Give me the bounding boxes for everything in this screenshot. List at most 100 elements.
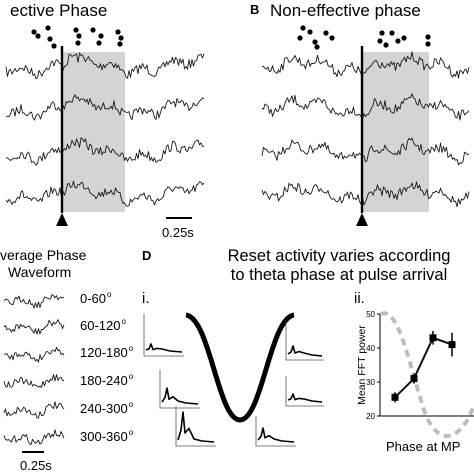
panel-b-letter: B [250,2,259,17]
panel-a-spike-dot [47,36,53,42]
panel-d-sub-ii: ii. [354,290,365,307]
panel-a-traces [5,52,205,207]
y-axis-label: Mean FFT power [356,325,368,405]
spectrum-inset [143,314,184,357]
spectrum-trace [287,393,323,403]
panel-d-title-line1: Reset activity varies according [228,247,451,265]
spectrum-inset [255,416,296,447]
data-point [410,375,418,383]
panel-a-spike-dot [96,40,102,46]
panel-c-waveforms [3,294,65,446]
panel-a-trace [5,52,205,80]
degree-symbol: o [107,290,112,299]
panel-a-trace [5,137,205,166]
panel-b-spike-dot [323,30,329,36]
inset-axes [159,370,200,409]
panel-a-spike-dot [35,33,41,39]
panel-c-waveform [3,429,65,446]
inset-axes [285,320,324,361]
inset-axes [285,376,324,407]
panel-a: ective Phase 0.25s [5,1,205,240]
panel-a-spike-dot [73,27,79,33]
panel-b-trace [261,51,470,79]
spectrum-inset [285,320,324,361]
spectrum-inset [285,376,324,407]
phase-bin-label: 180-240 [80,373,128,388]
panel-b-spike-dot [312,39,318,45]
panel-b-traces [261,51,470,208]
spectrum-inset [159,370,200,409]
y-tick-label: 30 [366,378,375,387]
inset-axes [175,406,216,447]
fft-power-chart: 20 30 40 50 Mean FFT power Phase at MP [356,310,474,454]
y-ticks: 20 30 40 50 [366,310,380,421]
spectrum-trace [177,411,215,443]
panel-a-spike-dot [117,41,123,47]
panel-b-title: Non-effective phase [270,1,421,20]
panel-b-spike-dot [389,30,395,36]
phase-bin-label: 240-300 [80,401,128,416]
theta-cycle-wave [185,312,295,423]
y-tick-label: 40 [366,344,375,353]
panel-c-title-line1: verage Phase [0,247,87,263]
panel-b-spike-dot [314,44,320,50]
panel-d: D Reset activity varies according to the… [142,247,474,454]
inset-axes [143,314,184,357]
panel-d-sub-i: i. [142,290,150,307]
panel-c-waveform [3,319,65,335]
degree-symbol: o [129,372,134,381]
data-point [429,334,437,342]
spectrum-trace [161,387,199,405]
degree-symbol: o [129,428,134,437]
panel-a-spike-dot [90,27,96,33]
panel-b-trace [261,137,470,166]
degree-symbol: o [129,400,134,409]
y-tick-label: 20 [366,412,375,421]
inset-axes [255,416,296,447]
panel-c-scale-label: 0.25s [20,458,52,473]
panel-c-waveform [3,401,65,419]
panel-b-spike-dots [297,25,431,50]
series-line [394,336,453,399]
spectrum-trace [287,345,323,357]
panel-a-spike-dot [75,40,81,46]
panel-b-shaded-window [363,52,429,212]
panel-c-waveform [3,346,65,363]
panel-a-scale-label: 0.25s [162,225,194,240]
data-point [391,393,399,401]
spectrum-trace [257,427,295,443]
panel-c: verage Phase Waveform 0-60 o60-120 o120-18… [0,247,134,473]
panel-d-letter: D [142,248,151,263]
panel-b-pulse-arrow-icon [356,213,368,226]
panel-b-spike-dot [329,35,335,41]
panel-b-spike-dot [377,38,383,44]
panel-a-spike-dot [76,33,82,39]
theta-phase-overlay [380,311,474,438]
panel-a-title: ective Phase [10,1,107,20]
panel-b-spike-dot [401,35,407,41]
degree-symbol: o [121,317,126,326]
degree-symbol: o [129,344,134,353]
panel-a-spike-dot [31,29,37,35]
spectrum-inset [175,406,216,447]
panel-a-spike-dot [115,29,121,35]
panel-a-spike-dot [118,35,124,41]
data-point [448,341,456,349]
panel-c-title-line2: Waveform [8,264,71,280]
panel-d-title-line2: to theta phase at pulse arrival [231,266,447,284]
panel-a-spike-dots [31,25,124,49]
panel-b-trace [261,181,470,208]
panel-b-spike-dot [383,42,389,48]
panel-b-spike-dot [307,29,313,35]
panel-b-trace [261,93,470,121]
x-axis-label: Phase at MP [386,439,460,454]
phase-bin-label: 0-60 [80,291,106,306]
panel-b-spike-dot [300,25,306,31]
panel-a-trace [6,94,205,121]
panel-b-spike-dot [395,38,401,44]
panel-a-trace [5,180,205,207]
phase-bin-label: 300-360 [80,429,128,444]
panel-a-spike-dot [45,25,51,31]
